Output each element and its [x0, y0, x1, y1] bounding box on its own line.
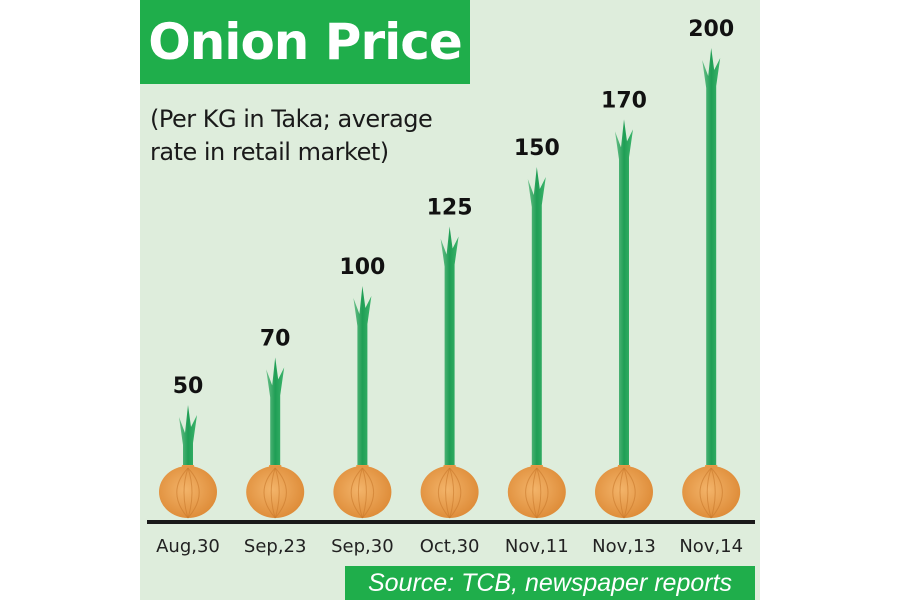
- onion-bar: [333, 286, 392, 519]
- onion-bulb-line: [274, 467, 280, 519]
- category-label: Nov,13: [592, 536, 656, 557]
- category-label: Sep,23: [244, 536, 307, 557]
- onion-stalk: [266, 357, 285, 470]
- onion-bulb-line: [362, 467, 375, 519]
- onion-bulb-line: [183, 467, 189, 519]
- onion-stalk: [179, 405, 197, 470]
- onion-bulb: [420, 466, 479, 518]
- onion-stalk: [440, 226, 459, 470]
- onion-bulb-line: [357, 467, 363, 519]
- value-label: 50: [173, 374, 204, 399]
- onion-bulb-line: [449, 467, 455, 519]
- category-label: Sep,30: [331, 536, 394, 557]
- subtitle-line-1: (Per KG in Taka; average: [150, 105, 433, 133]
- source-note: Source: TCB, newspaper reports: [345, 566, 755, 600]
- onion-bulb-line: [706, 467, 712, 519]
- onion-bar: [682, 48, 741, 519]
- onion-bulb-line: [187, 467, 193, 519]
- category-label: Oct,30: [420, 536, 480, 557]
- onion-bulb-line: [361, 467, 367, 519]
- category-label: Aug,30: [156, 536, 220, 557]
- onion-bulb-line: [710, 467, 716, 519]
- value-label: 150: [514, 136, 560, 161]
- onion-bar: [595, 119, 653, 519]
- onion-bulb-line: [536, 467, 542, 519]
- onion-bulb-line: [525, 467, 538, 519]
- onion-bulb-line: [536, 467, 549, 519]
- onion-bar: [507, 167, 566, 519]
- onion-bulb-line: [612, 467, 625, 519]
- value-label: 125: [427, 196, 473, 221]
- onion-bulb-line: [274, 467, 287, 519]
- onion-bulb-line: [437, 467, 450, 519]
- chart-subtitle: (Per KG in Taka; average rate in retail …: [150, 103, 490, 169]
- onion-bulb: [159, 466, 217, 518]
- onion-bulb: [333, 466, 392, 518]
- onion-bulb-line: [445, 467, 451, 519]
- value-label: 100: [339, 255, 385, 280]
- onion-stalk: [527, 167, 546, 470]
- onion-bulb-line: [449, 467, 462, 519]
- onion-bulb-line: [699, 467, 712, 519]
- value-label: 70: [260, 326, 291, 351]
- onion-bulb-line: [532, 467, 538, 519]
- onion-bulb-line: [623, 467, 636, 519]
- onion-bulb-line: [623, 467, 629, 519]
- onion-stalk: [702, 48, 721, 470]
- onion-stalk: [353, 286, 372, 470]
- value-label: 170: [601, 88, 647, 113]
- onion-bar: [420, 226, 479, 519]
- onion-bulb-line: [187, 467, 200, 519]
- onion-bulb: [246, 466, 305, 518]
- category-label: Nov,11: [505, 536, 569, 557]
- onion-bulb: [682, 466, 741, 518]
- onion-bulb-line: [176, 467, 189, 519]
- onion-bar: [246, 357, 305, 519]
- onion-bulb: [595, 466, 653, 518]
- onion-bulb-line: [350, 467, 363, 519]
- onion-bulb-line: [270, 467, 276, 519]
- subtitle-line-2: rate in retail market): [150, 138, 389, 166]
- onion-bulb: [507, 466, 566, 518]
- onion-bulb-line: [710, 467, 723, 519]
- value-label: 200: [688, 17, 734, 42]
- onion-bulb-line: [619, 467, 625, 519]
- onion-bulb-line: [263, 467, 276, 519]
- onion-bar: [159, 405, 217, 519]
- category-label: Nov,14: [679, 536, 743, 557]
- onion-stalk: [615, 119, 633, 471]
- chart-title: Onion Price: [140, 0, 470, 84]
